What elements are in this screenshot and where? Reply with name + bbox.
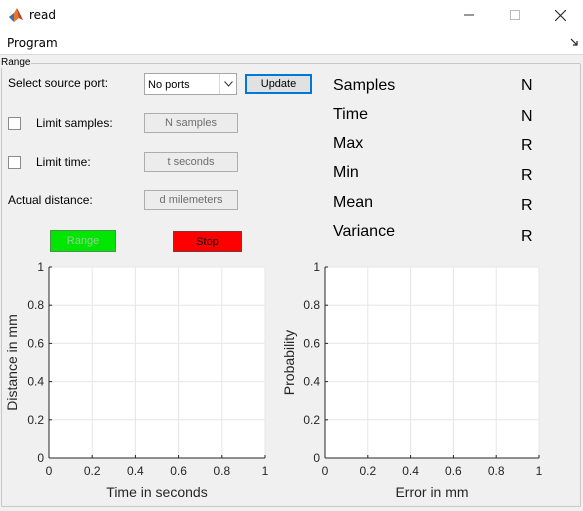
error-ytick-label: 0.2	[303, 413, 320, 427]
range-button[interactable]: Range	[50, 230, 116, 252]
distance-ytick-label: 0	[37, 451, 44, 465]
error-plot-area	[325, 267, 539, 458]
stat-label-min: Min	[333, 164, 359, 181]
error-y-axis-label: Probability	[281, 330, 297, 395]
distance-y-axis-label: Distance in mm	[4, 314, 20, 410]
chevron-down-icon	[219, 74, 236, 94]
error-xtick-label: 0.4	[402, 464, 419, 478]
close-icon	[554, 9, 566, 21]
source-port-label: Select source port:	[8, 76, 109, 90]
distance-xtick-label: 0.8	[213, 464, 230, 478]
minimize-button[interactable]	[446, 0, 492, 30]
stat-value-mean: R	[521, 197, 533, 214]
menu-bar: Program	[0, 31, 583, 55]
error-ytick-label: 0.6	[303, 336, 320, 350]
limit-time-label: Limit time:	[36, 155, 91, 169]
distance-ytick-label: 0.6	[27, 336, 44, 350]
menu-program[interactable]: Program	[7, 36, 58, 50]
limit-samples-checkbox[interactable]	[8, 117, 21, 130]
error-x-axis-label: Error in mm	[395, 484, 468, 500]
limit-time-checkbox[interactable]	[8, 156, 21, 169]
source-port-value: No ports	[148, 79, 190, 91]
error-ytick-label: 0.4	[303, 375, 320, 389]
limit-samples-label: Limit samples:	[36, 116, 113, 130]
error-ytick-label: 0	[313, 451, 320, 465]
stat-value-variance: R	[521, 228, 533, 245]
error-xtick-label: 1	[536, 464, 543, 478]
actual-distance-label: Actual distance:	[8, 193, 93, 207]
expand-arrow-icon[interactable]	[569, 37, 579, 47]
limit-time-field[interactable]: t seconds	[144, 152, 238, 172]
panel-title: Range	[0, 57, 32, 68]
stat-value-time: N	[521, 108, 533, 125]
error-ytick-label: 0.8	[303, 298, 320, 312]
limit-samples-field[interactable]: N samples	[144, 113, 238, 133]
error-xtick-label: 0.6	[445, 464, 462, 478]
error-ytick-label: 1	[313, 260, 320, 274]
error-xtick-label: 0.8	[488, 464, 505, 478]
close-button[interactable]	[537, 0, 583, 30]
distance-xtick-label: 0.6	[170, 464, 187, 478]
distance-xtick-label: 0.4	[127, 464, 144, 478]
stat-value-max: R	[521, 137, 533, 154]
minimize-icon	[464, 14, 474, 16]
distance-xtick-label: 0	[46, 464, 53, 478]
error-xtick-label: 0.2	[359, 464, 376, 478]
distance-ytick-label: 1	[37, 260, 44, 274]
distance-plot-area	[49, 267, 265, 458]
distance-x-axis-label: Time in seconds	[106, 484, 207, 500]
stat-value-min: R	[521, 167, 533, 184]
source-port-select[interactable]: No ports	[144, 73, 237, 95]
distance-ytick-label: 0.2	[27, 413, 44, 427]
stat-label-time: Time	[333, 106, 368, 123]
maximize-icon	[510, 10, 520, 20]
stat-label-max: Max	[333, 135, 364, 152]
distance-ytick-label: 0.8	[27, 298, 44, 312]
title-bar: read	[0, 0, 583, 31]
distance-xtick-label: 1	[262, 464, 269, 478]
actual-distance-field[interactable]: d milemeters	[144, 190, 238, 210]
stop-button[interactable]: Stop	[173, 231, 242, 252]
window-title: read	[29, 8, 57, 22]
stat-label-mean: Mean	[333, 194, 374, 211]
update-button[interactable]: Update	[245, 74, 312, 94]
maximize-button[interactable]	[492, 0, 538, 30]
stat-value-samples: N	[521, 77, 533, 94]
error-xtick-label: 0	[322, 464, 329, 478]
stat-label-samples: Samples	[333, 77, 396, 94]
matlab-icon	[9, 8, 23, 22]
distance-ytick-label: 0.4	[27, 375, 44, 389]
distance-xtick-label: 0.2	[84, 464, 101, 478]
stat-label-variance: Variance	[333, 223, 395, 240]
range-panel	[1, 63, 581, 507]
